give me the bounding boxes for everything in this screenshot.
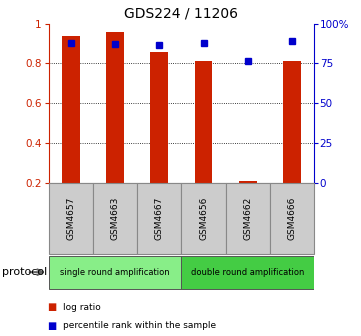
Text: percentile rank within the sample: percentile rank within the sample bbox=[63, 322, 216, 330]
Text: GSM4657: GSM4657 bbox=[66, 197, 75, 240]
Bar bbox=[62, 37, 80, 183]
Text: single round amplification: single round amplification bbox=[60, 268, 170, 277]
Text: ■: ■ bbox=[47, 302, 56, 312]
Title: GDS224 / 11206: GDS224 / 11206 bbox=[125, 7, 238, 21]
Text: log ratio: log ratio bbox=[63, 303, 101, 312]
Bar bbox=[49, 256, 181, 289]
Text: GSM4666: GSM4666 bbox=[287, 197, 296, 240]
Bar bbox=[181, 256, 314, 289]
Bar bbox=[49, 183, 93, 254]
Bar bbox=[239, 181, 257, 183]
Bar bbox=[270, 183, 314, 254]
Bar bbox=[151, 52, 168, 183]
Bar bbox=[137, 183, 182, 254]
Bar bbox=[226, 183, 270, 254]
Text: GSM4656: GSM4656 bbox=[199, 197, 208, 240]
Bar bbox=[181, 183, 226, 254]
Text: double round amplification: double round amplification bbox=[191, 268, 304, 277]
Text: GSM4663: GSM4663 bbox=[110, 197, 119, 240]
Text: GSM4667: GSM4667 bbox=[155, 197, 164, 240]
Bar bbox=[283, 61, 301, 183]
Bar bbox=[195, 61, 212, 183]
Bar bbox=[93, 183, 137, 254]
Text: ■: ■ bbox=[47, 321, 56, 331]
Text: GSM4662: GSM4662 bbox=[243, 197, 252, 240]
Text: protocol: protocol bbox=[2, 267, 47, 277]
Bar bbox=[106, 33, 124, 183]
